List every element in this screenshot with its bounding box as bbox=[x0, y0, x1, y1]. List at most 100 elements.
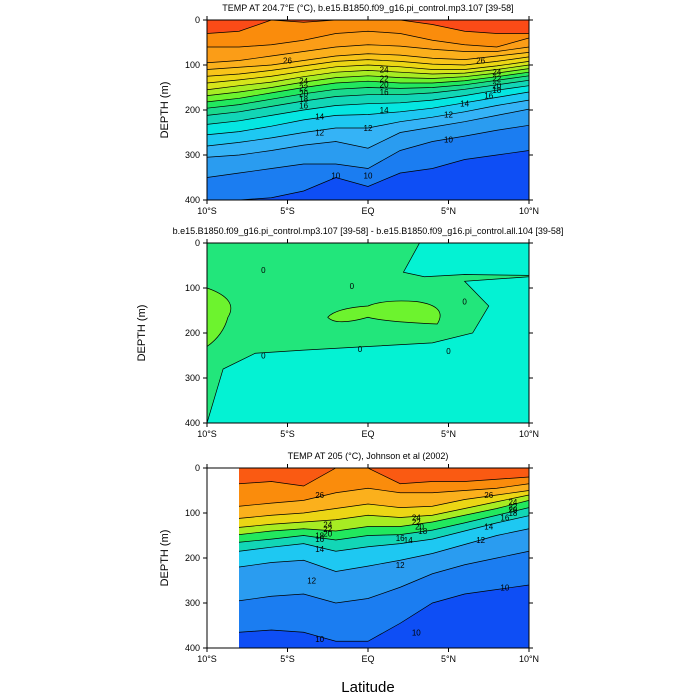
panel-1-contour-label: 10 bbox=[444, 135, 453, 144]
panel-1-contour-label: 12 bbox=[444, 111, 453, 120]
panel-1-isoline bbox=[207, 91, 529, 136]
panel-1-isoline bbox=[207, 150, 529, 200]
panel-2-xtick-label: EQ bbox=[361, 429, 374, 439]
panel-1-axes: 10°S 5°S EQ 5°N 10°N 0 100 200 300 400 bbox=[185, 15, 539, 216]
panel-1-isoline bbox=[207, 108, 529, 158]
panel-3-contour-label: 26 bbox=[315, 491, 324, 500]
panel-2-contour-label: 0 bbox=[446, 347, 451, 356]
panel-3-isoline bbox=[239, 515, 529, 552]
panel-2-zero-region bbox=[207, 243, 529, 423]
panel-2-xtick-label: 5°S bbox=[280, 429, 295, 439]
panel-2-ytick-label: 100 bbox=[185, 283, 200, 293]
panel-1-contour-label: 12 bbox=[364, 124, 373, 133]
panel-3-contour-label: 20 bbox=[323, 529, 332, 538]
panel-1-isoline bbox=[207, 61, 529, 84]
panel-1-ytick-label: 100 bbox=[185, 60, 200, 70]
panel-3-contour-label: 18 bbox=[418, 527, 427, 536]
panel-3-contour-label: 18 bbox=[315, 532, 324, 541]
panel-3-isoline bbox=[239, 584, 529, 642]
panel-3-ytick-label: 200 bbox=[185, 553, 200, 563]
panel-1-ytick-label: 200 bbox=[185, 105, 200, 115]
panel-1-contour-label: 16 bbox=[380, 88, 389, 97]
panel-1-title: TEMP AT 204.7°E (°C), b.e15.B1850.f09_g1… bbox=[222, 3, 513, 13]
panel-2-positive-lobe bbox=[207, 287, 232, 347]
panel-3-contour-label: 14 bbox=[484, 523, 493, 532]
panel-1-contour-label: 20 bbox=[380, 80, 389, 89]
panel-1-contour-label: 24 bbox=[380, 66, 389, 75]
panel-1-isoline bbox=[207, 85, 529, 125]
panel-3-contour-label: 18 bbox=[508, 509, 517, 518]
panel-3-contour-label: 12 bbox=[476, 536, 485, 545]
panel-1-xtick-label: EQ bbox=[361, 206, 374, 216]
panel-3-contour-label: 20 bbox=[415, 523, 424, 532]
panel-1-contour-label: 14 bbox=[460, 99, 469, 108]
panel-1-isoline bbox=[207, 99, 529, 147]
panel-3-axes: 10°S 5°S EQ 5°N 10°N 0 100 200 300 400 bbox=[185, 463, 539, 664]
panel-1-contour-label: 14 bbox=[315, 112, 324, 121]
panel-3-contour-label: 16 bbox=[500, 514, 509, 523]
panel-1-isoline bbox=[207, 44, 529, 64]
panel-3-contour-label: 10 bbox=[412, 628, 421, 637]
panel-2-ylabel: DEPTH (m) bbox=[136, 305, 148, 362]
panel-3-xtick-label: 10°S bbox=[197, 654, 217, 664]
panel-1-band bbox=[207, 150, 529, 200]
panel-2-title: b.e15.B1850.f09_g16.pi_control.mp3.107 [… bbox=[173, 226, 564, 236]
panel-3-band bbox=[239, 585, 529, 648]
panel-1-contour-label: 10 bbox=[331, 171, 340, 180]
panel-2-xtick-label: 5°N bbox=[441, 429, 456, 439]
panel-1-isoline bbox=[207, 79, 529, 116]
panel-2-contour-label: 0 bbox=[358, 345, 363, 354]
panel-3-contour-label: 24 bbox=[323, 520, 332, 529]
panel-3-isoline bbox=[239, 494, 529, 528]
panel-1-ytick-label: 400 bbox=[185, 195, 200, 205]
panel-3-contour-label: 20 bbox=[508, 505, 517, 514]
panel-1-xtick-label: 5°N bbox=[441, 206, 456, 216]
panel-3-isoline bbox=[239, 468, 529, 487]
panel-1-contour-label: 22 bbox=[492, 75, 501, 84]
panel-1-contour-label: 22 bbox=[299, 84, 308, 93]
panel-1-contour-label: 10 bbox=[364, 171, 373, 180]
panel-3-ytick-label: 300 bbox=[185, 598, 200, 608]
panel-1-contour-label: 24 bbox=[299, 77, 308, 86]
panel-3-contour-label: 12 bbox=[307, 577, 316, 586]
panel-3-ytick-label: 400 bbox=[185, 643, 200, 653]
panel-1-xtick-label: 5°S bbox=[280, 206, 295, 216]
panel-1-isoline bbox=[207, 30, 529, 48]
panel-3-contour-label: 22 bbox=[412, 518, 421, 527]
panel-1-contour-label: 12 bbox=[315, 129, 324, 138]
panel-1-contour-label: 24 bbox=[492, 68, 501, 77]
panel-2-ytick-label: 300 bbox=[185, 373, 200, 383]
x-axis-label: Latitude bbox=[341, 679, 394, 696]
panel-3-contour-label: 24 bbox=[412, 514, 421, 523]
panel-3-xtick-label: 5°N bbox=[441, 654, 456, 664]
panel-3-isoline bbox=[239, 490, 529, 519]
panel-3-isoline bbox=[239, 483, 529, 507]
panel-3-contour-label: 22 bbox=[323, 525, 332, 534]
panel-3-ylabel: DEPTH (m) bbox=[159, 530, 171, 587]
panel-3-isoline bbox=[239, 528, 529, 572]
panel-2-contour-label: 0 bbox=[261, 352, 266, 361]
panel-3-contour-label: 12 bbox=[396, 561, 405, 570]
panel-3-contour-label: 16 bbox=[315, 535, 324, 544]
panel-2-contour-label: 0 bbox=[350, 282, 355, 291]
panel-1-isoline bbox=[207, 68, 529, 96]
panel-1-contour-label: 14 bbox=[380, 106, 389, 115]
panel-1-contour-label: 26 bbox=[476, 57, 485, 66]
panel-3-ytick-label: 100 bbox=[185, 508, 200, 518]
panel-3-contour-label: 10 bbox=[500, 583, 509, 592]
panel-3-contour-label: 16 bbox=[396, 534, 405, 543]
panel-1-contour-label: 20 bbox=[299, 89, 308, 98]
panel-3-isoline bbox=[239, 507, 529, 543]
panel-1-contour-label: 18 bbox=[492, 86, 501, 95]
panel-1-ylabel: DEPTH (m) bbox=[159, 82, 171, 139]
panel-2-ytick-label: 400 bbox=[185, 418, 200, 428]
panel-3-xtick-label: 10°N bbox=[519, 654, 539, 664]
panel-2-contour-label: 0 bbox=[462, 298, 467, 307]
panel-3-title: TEMP AT 205 (°C), Johnson et al (2002) bbox=[288, 451, 449, 461]
panel-3-xtick-label: 5°S bbox=[280, 654, 295, 664]
panel-3-xtick-label: EQ bbox=[361, 654, 374, 664]
panel-3-contour-label: 22 bbox=[508, 502, 517, 511]
panel-1-isoline bbox=[207, 20, 529, 34]
